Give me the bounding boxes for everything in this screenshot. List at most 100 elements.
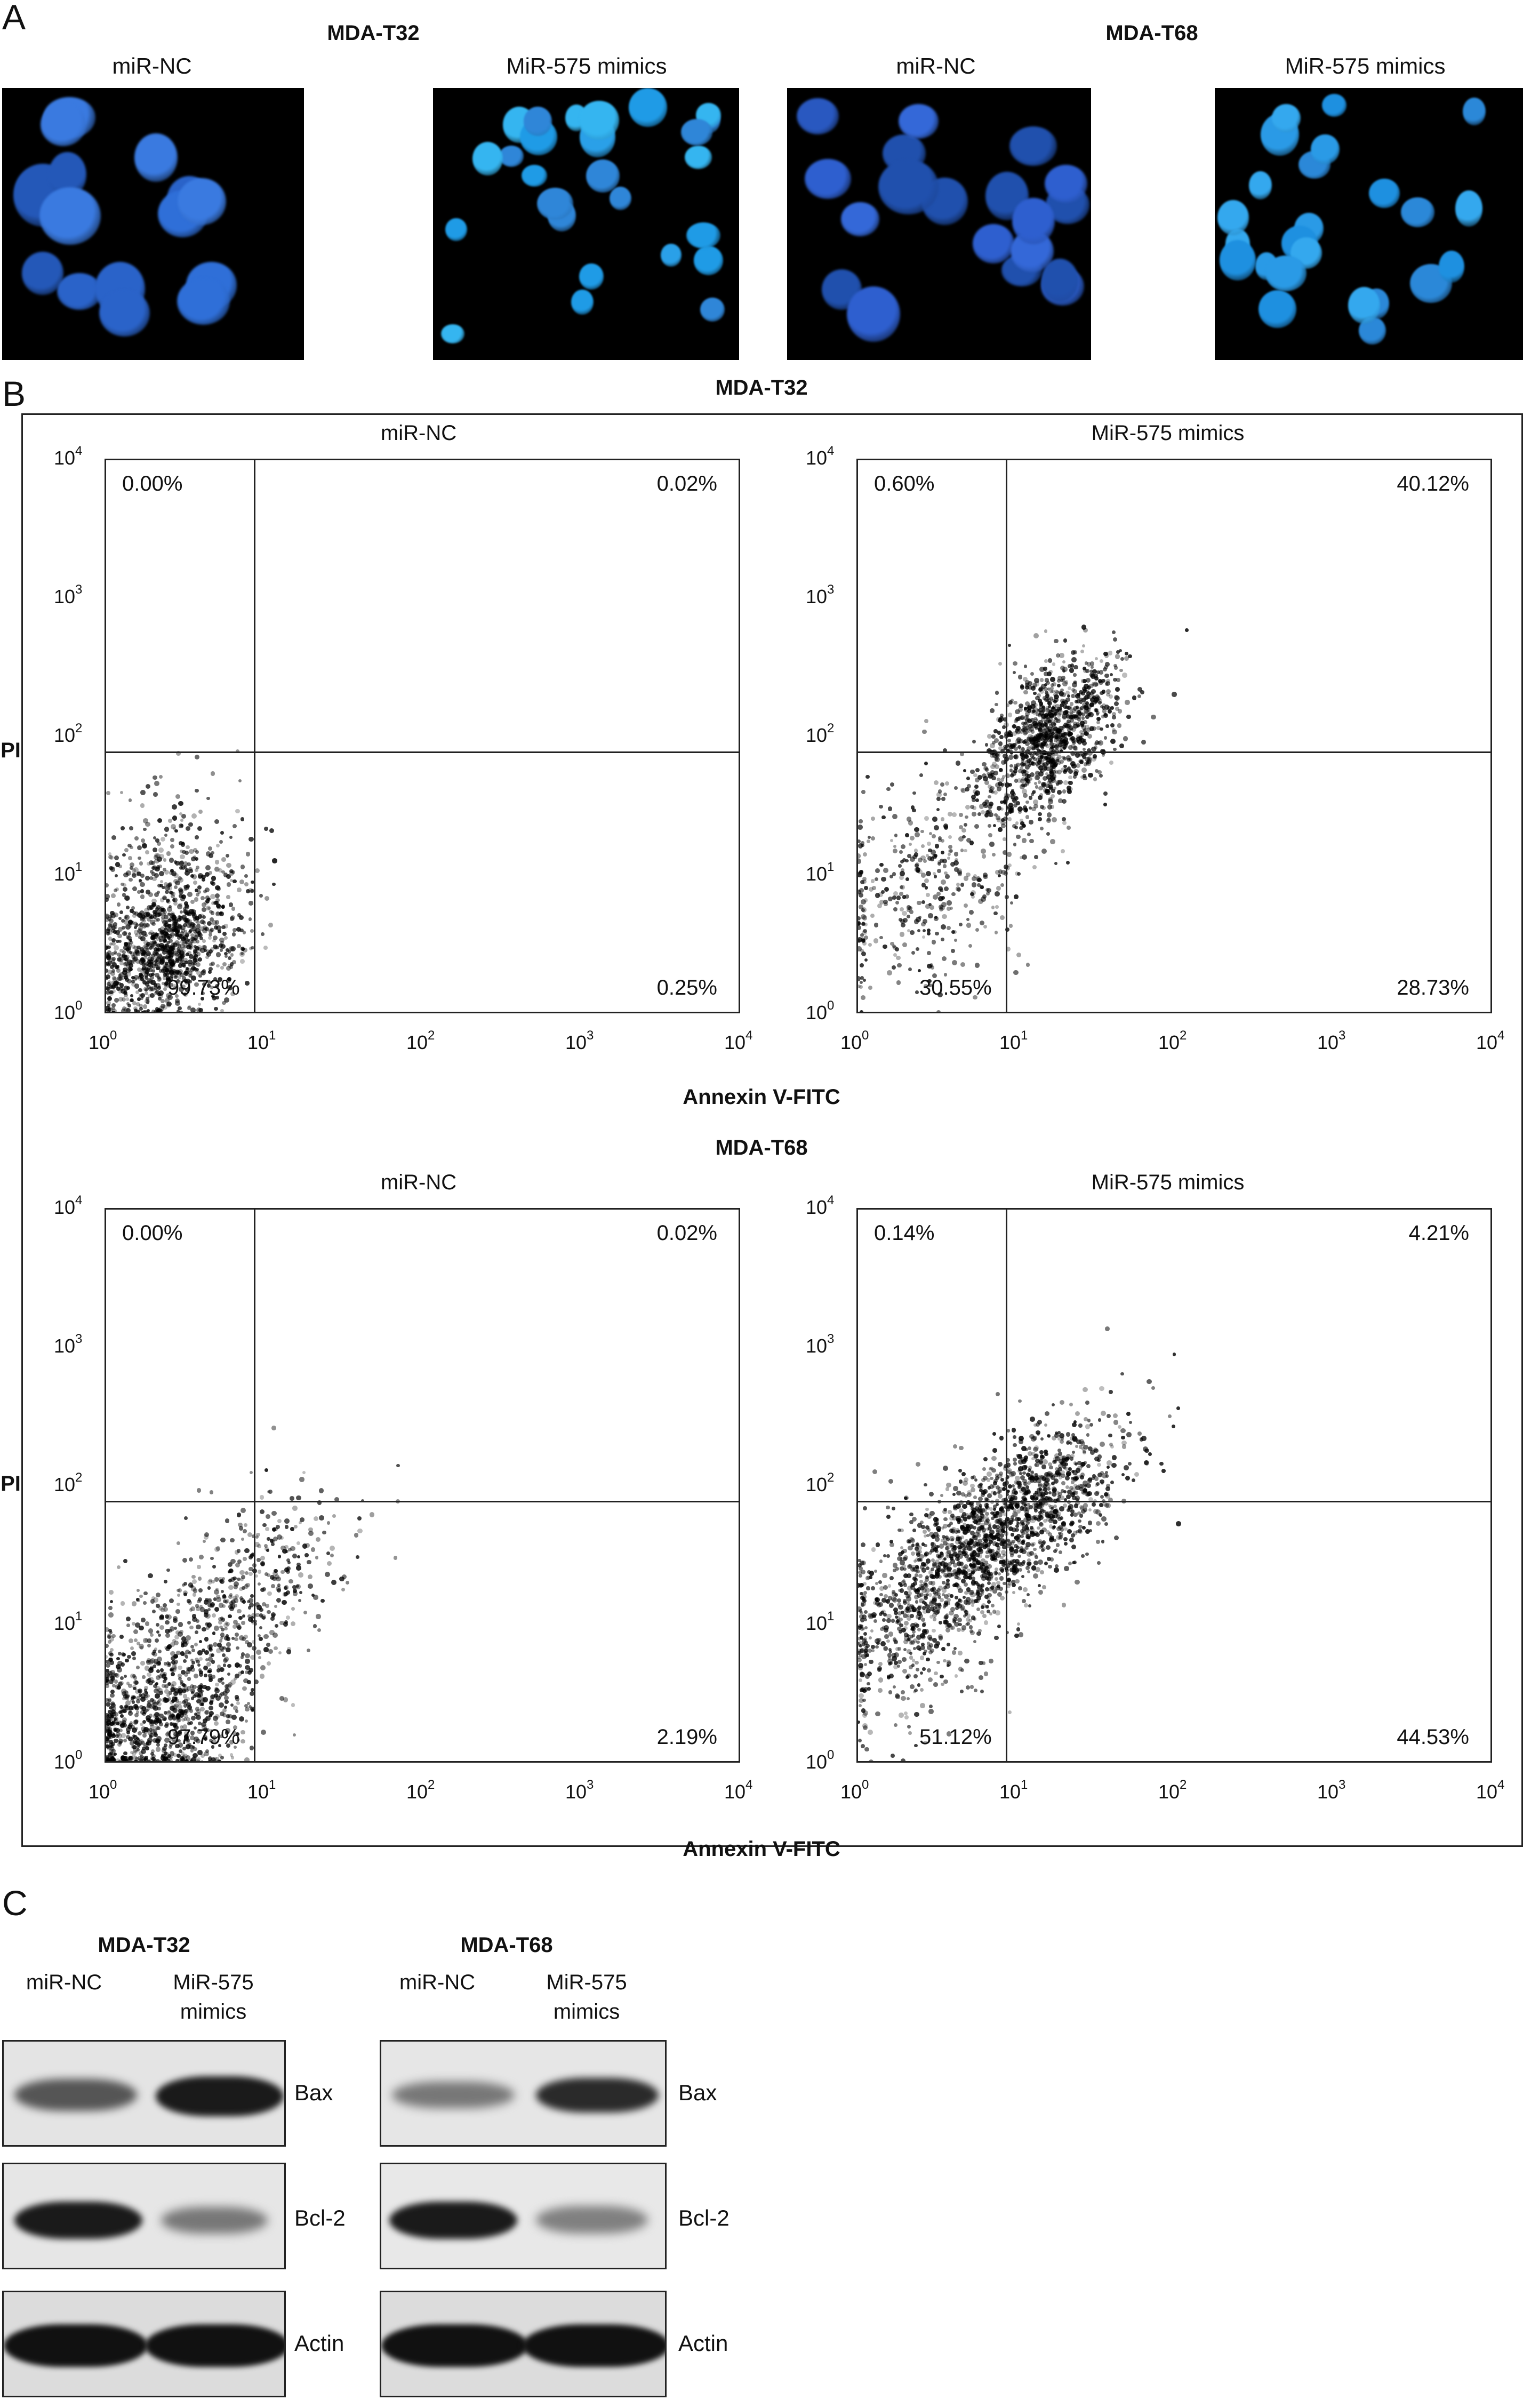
scatter-point — [858, 922, 861, 926]
scatter-point — [146, 890, 151, 895]
scatter-point — [128, 932, 132, 936]
scatter-point — [191, 1574, 196, 1579]
scatter-point — [1018, 810, 1022, 814]
scatter-point — [124, 954, 128, 958]
scatter-point — [125, 924, 131, 930]
scatter-point — [212, 1631, 216, 1635]
scatter-point — [126, 949, 131, 954]
scatter-point — [910, 930, 915, 935]
scatter-point — [1029, 838, 1034, 844]
scatter-point — [126, 905, 130, 909]
scatter-point — [106, 1698, 109, 1702]
scatter-point — [1084, 695, 1089, 700]
scatter-point — [162, 1716, 167, 1722]
scatter-point — [123, 1761, 127, 1763]
cell-nucleus — [685, 146, 712, 170]
scatter-point — [1013, 1457, 1017, 1462]
scatter-point — [200, 895, 205, 901]
scatter-point — [1065, 724, 1070, 729]
scatter-point — [928, 848, 932, 853]
scatter-point — [176, 1602, 180, 1606]
cell-nucleus — [21, 252, 64, 295]
scatter-point — [1068, 1561, 1072, 1565]
gate-line-vertical — [254, 460, 256, 1012]
scatter-point — [205, 1658, 209, 1661]
scatter-point — [228, 1569, 234, 1574]
scatter-point — [1057, 713, 1061, 718]
scatter-point — [187, 962, 192, 967]
scatter-point — [219, 1639, 222, 1643]
scatter-point — [141, 923, 147, 929]
scatter-point — [116, 969, 121, 973]
scatter-point — [1046, 681, 1050, 685]
scatter-point — [1095, 713, 1100, 716]
scatter-point — [290, 1621, 296, 1627]
scatter-point — [236, 1512, 242, 1517]
scatter-point — [108, 996, 112, 1000]
scatter-point — [153, 1706, 158, 1711]
quadrant-upper-right-pct: 40.12% — [1397, 472, 1469, 495]
scatter-point — [214, 1626, 219, 1631]
scatter-point — [1069, 707, 1073, 711]
scatter-point — [248, 1598, 254, 1603]
scatter-point — [1084, 710, 1088, 715]
cell-nucleus — [847, 286, 901, 342]
cell-nucleus — [1248, 171, 1272, 200]
scatter-point — [267, 1661, 271, 1666]
scatter-point — [131, 906, 135, 910]
scatter-point — [126, 1007, 131, 1012]
scatter-point — [133, 1638, 138, 1642]
scatter-point — [167, 1682, 171, 1686]
scatter-point — [934, 780, 939, 786]
scatter-point — [199, 937, 204, 941]
scatter-point — [943, 792, 948, 796]
scatter-point — [974, 963, 980, 968]
scatter-point — [988, 802, 993, 807]
scatter-point — [125, 1727, 131, 1732]
scatter-point — [947, 856, 951, 860]
scatter-point — [153, 792, 158, 797]
scatter-point — [998, 716, 1004, 722]
scatter-point — [983, 1620, 989, 1625]
scatter-point — [1078, 711, 1083, 716]
scatter-point — [995, 891, 1000, 897]
scatter-point — [899, 850, 903, 854]
scatter-point — [918, 1573, 923, 1579]
scatter-point — [186, 1697, 190, 1701]
cell-nucleus — [1455, 190, 1482, 227]
scatter-point — [140, 930, 144, 934]
scatter-point — [205, 851, 211, 857]
scatter-point — [925, 1558, 931, 1564]
scatter-point — [920, 829, 924, 834]
cell-nucleus — [1009, 126, 1057, 166]
scatter-point — [1008, 782, 1013, 787]
scatter-point — [155, 958, 159, 963]
scatter-point — [107, 969, 112, 974]
scatter-point — [172, 984, 178, 989]
scatter-point — [106, 1684, 110, 1689]
scatter-point — [200, 1698, 206, 1703]
scatter-point — [256, 1558, 261, 1563]
scatter-point — [1023, 722, 1028, 727]
scatter-point — [165, 1633, 171, 1638]
scatter-point — [213, 1597, 217, 1601]
scatter-point — [189, 929, 193, 933]
scatter-point — [194, 1643, 198, 1647]
scatter-point — [263, 946, 268, 950]
scatter-point — [111, 893, 116, 898]
scatter-point — [255, 1613, 260, 1617]
scatter-point — [161, 982, 165, 986]
scatter-point — [164, 827, 170, 832]
scatter-point — [940, 817, 944, 821]
scatter-point — [214, 860, 220, 865]
scatter-point — [125, 1658, 129, 1662]
scatter-point — [1055, 1543, 1060, 1547]
scatter-point — [1049, 686, 1054, 690]
quadrant-lower-right-pct: 28.73% — [1397, 976, 1469, 999]
scatter-point — [956, 886, 960, 891]
scatter-point — [1094, 742, 1098, 746]
scatter-point — [1009, 901, 1014, 905]
cell-nucleus — [177, 278, 230, 325]
scatter-point — [892, 849, 897, 854]
scatter-point — [188, 974, 192, 978]
